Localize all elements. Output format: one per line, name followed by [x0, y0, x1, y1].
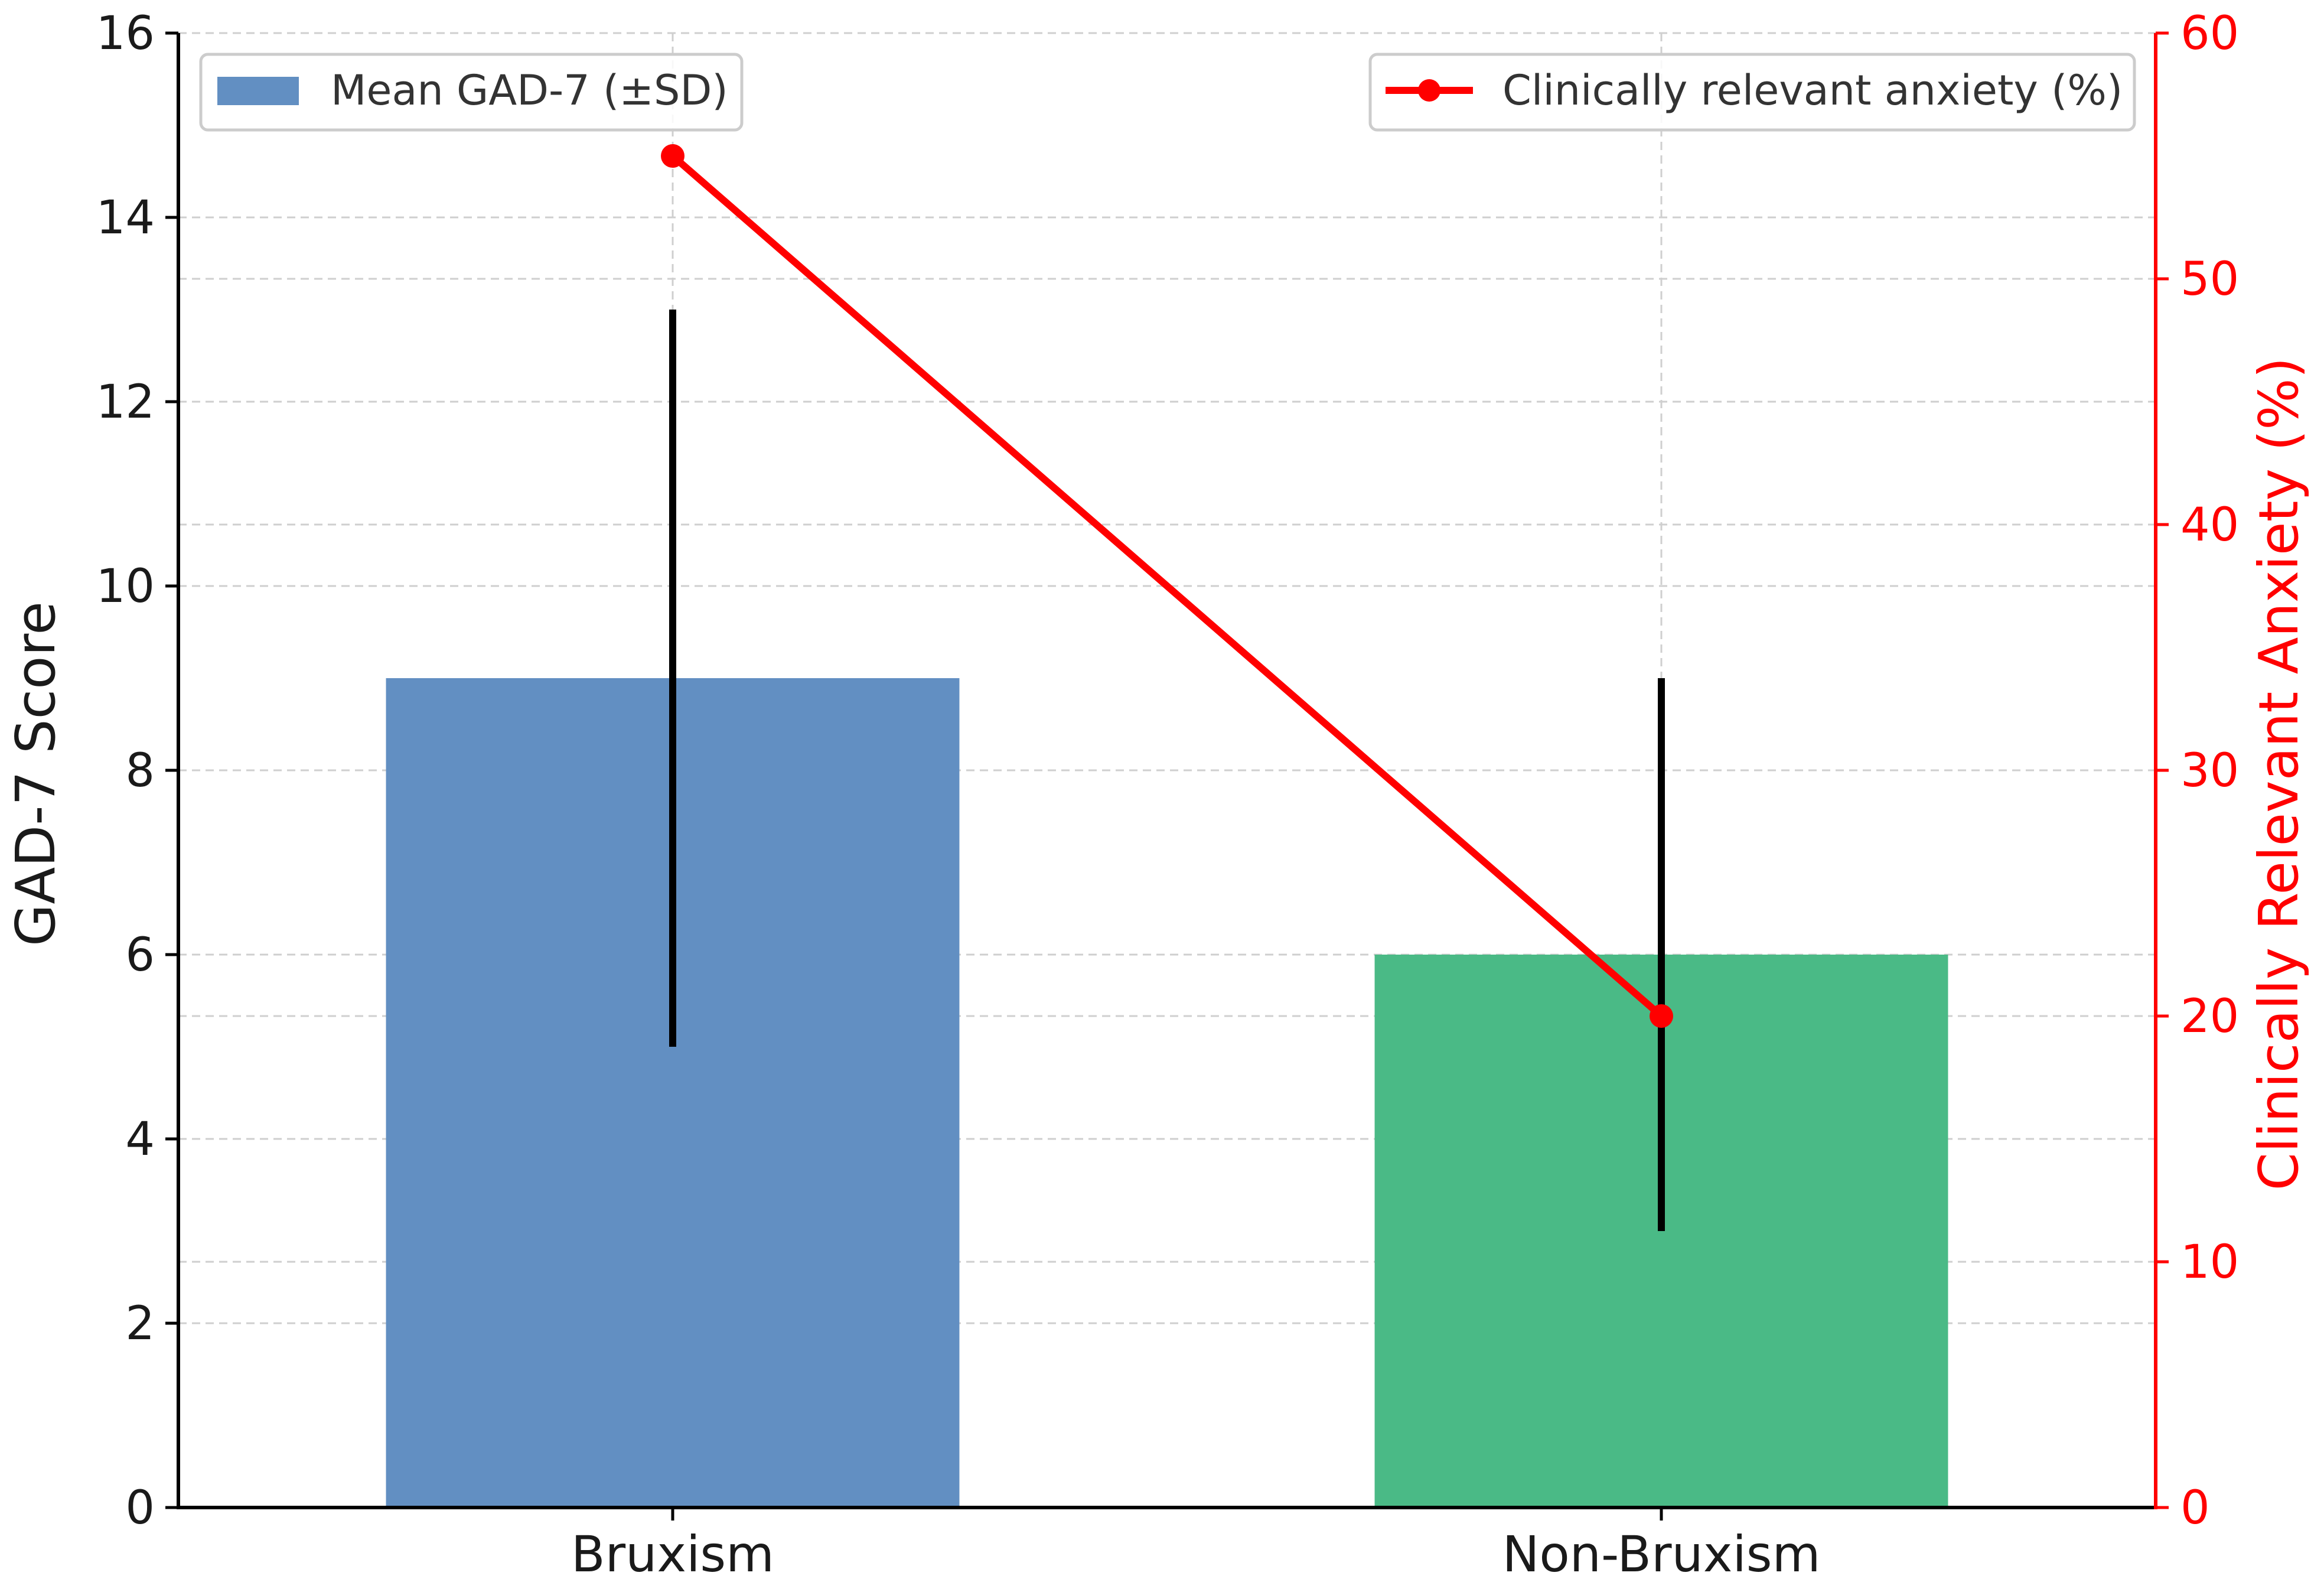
line-layer [661, 144, 1673, 1028]
y2-axis-title: Clinically Relevant Anxiety (%) [2247, 357, 2310, 1191]
line-point-bruxism [661, 144, 685, 168]
y2-tick-label: 30 [2180, 744, 2239, 797]
line-point-non-bruxism [1650, 1004, 1673, 1028]
legend-bars: Mean GAD-7 (±SD) [199, 53, 744, 132]
bars-layer [386, 678, 1948, 1508]
y-tick-label: 0 [125, 1482, 155, 1535]
y-tick-label: 6 [125, 929, 155, 982]
legend-bar-label: Mean GAD-7 (±SD) [331, 66, 728, 115]
y2-tick-label: 0 [2180, 1482, 2210, 1535]
legend-line: Clinically relevant anxiety (%) [1368, 53, 2136, 132]
x-tick-label: Bruxism [571, 1525, 774, 1583]
y-tick-label: 2 [125, 1297, 155, 1350]
errorbars-layer [669, 310, 1665, 1231]
legend-line-frame [1368, 53, 2136, 132]
y-tick-label: 4 [125, 1113, 155, 1166]
y-tick-label: 14 [96, 191, 155, 245]
ticks-layer: 0 2 4 6 8 10 12 14 16 0 10 20 30 40 50 60 Bruxism Non-Bru… [96, 7, 2240, 1583]
legend-bars-frame [199, 53, 744, 132]
y2-tick-label: 60 [2180, 7, 2239, 60]
y-axis-title: GAD-7 Score [4, 601, 67, 946]
y-tick-label: 10 [96, 560, 155, 613]
legend-line-label: Clinically relevant anxiety (%) [1502, 66, 2123, 115]
y-tick-label: 12 [96, 376, 155, 429]
y-tick-label: 8 [125, 744, 155, 797]
legend-line-marker [1418, 79, 1440, 102]
y2-tick-label: 20 [2180, 990, 2239, 1043]
line-series [670, 153, 1664, 1019]
y2-tick-label: 40 [2180, 499, 2239, 552]
y2-tick-label: 50 [2180, 253, 2239, 306]
y2-tick-label: 10 [2180, 1236, 2239, 1289]
y-tick-label: 16 [96, 7, 155, 60]
x-tick-label: Non-Bruxism [1502, 1525, 1821, 1583]
legend-bar-swatch [217, 77, 299, 105]
